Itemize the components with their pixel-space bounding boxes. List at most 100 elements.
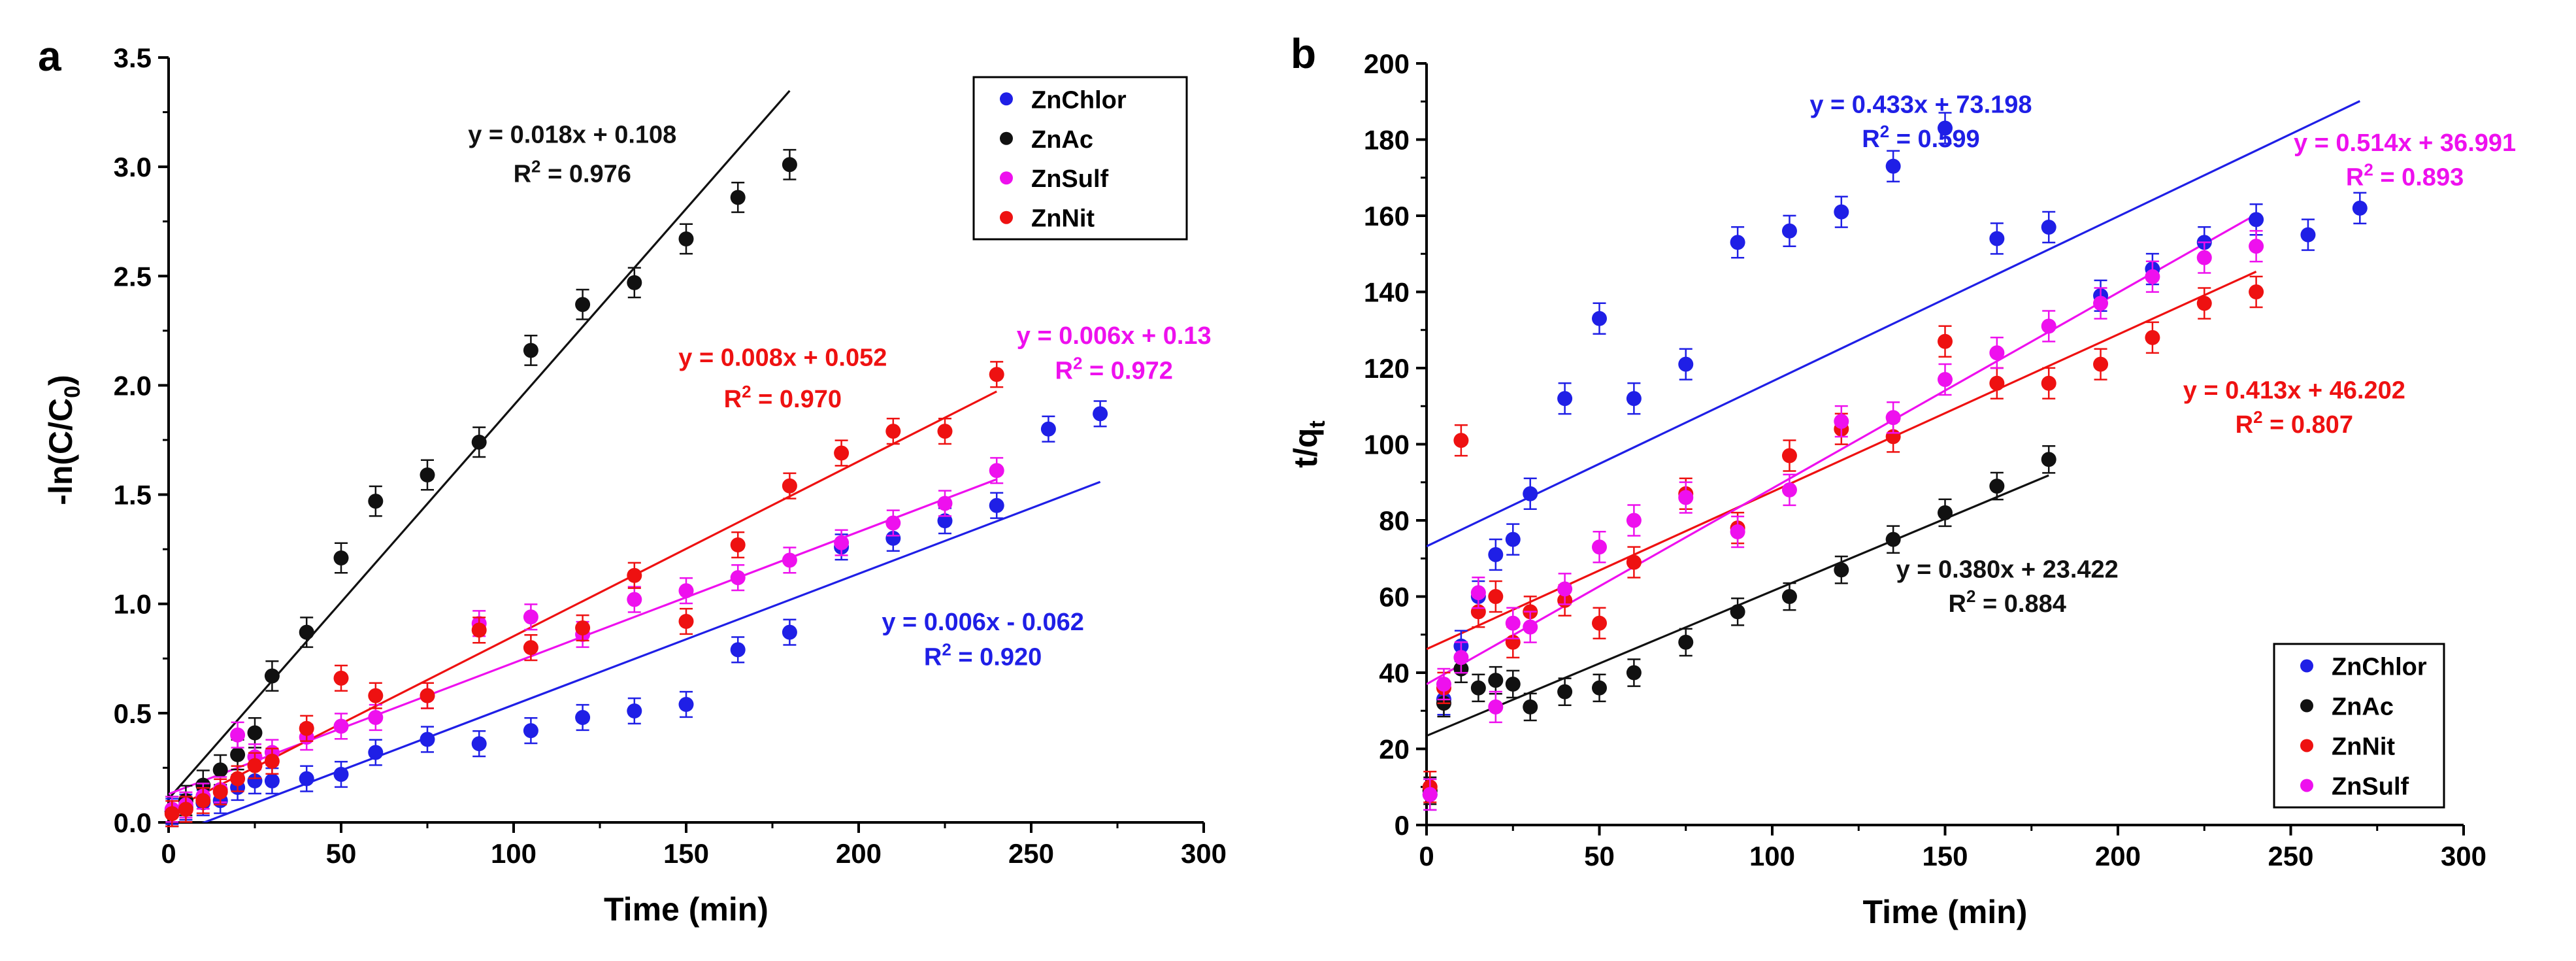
data-point [1040,421,1056,437]
fit-equation-znchlor: y = 0.433x + 73.198 [1809,92,2032,119]
legend-label-znsulf: ZnSulf [1031,165,1109,193]
y-tick-label: 160 [1364,201,1410,231]
data-point [1938,333,1953,349]
data-point [1834,204,1849,220]
data-point [2093,356,2109,372]
fit-equation-znnit: y = 0.413x + 46.202 [2183,377,2405,405]
y-tick-label: 140 [1364,277,1410,308]
data-point [1505,615,1521,631]
series-znac [164,148,797,828]
fit-line-znchlor [201,480,1101,822]
data-point [885,530,901,546]
y-tick-label: 20 [1379,734,1410,765]
legend-marker-znnit [1000,211,1013,224]
data-point [1557,581,1573,597]
data-point [678,613,694,629]
data-point [164,806,180,822]
x-tick-label: 100 [1749,841,1795,871]
data-point [1938,505,1953,520]
data-point [247,773,263,788]
x-tick-label: 50 [326,838,357,869]
data-point [1834,414,1849,430]
y-tick-label: 40 [1379,658,1410,688]
fit-line-znsulf [1427,213,2257,685]
data-point [2249,284,2264,299]
data-point [885,424,901,439]
data-point [1730,235,1745,250]
legend-label-znnit: ZnNit [1031,205,1095,233]
legend-label-znchlor: ZnChlor [2332,654,2427,681]
y-tick-label: 120 [1364,353,1410,384]
data-point [1885,410,1901,426]
data-point [1885,158,1901,174]
x-tick-label: 0 [1419,841,1434,871]
data-point [1781,448,1797,464]
legend-marker-znac [2300,699,2313,713]
data-point [1730,604,1745,620]
y-axis-title-main: -ln(C/C [42,398,79,505]
data-point [333,766,349,782]
data-point [264,753,280,769]
data-point [212,784,228,800]
y-tick-label: 1.5 [114,480,152,511]
legend-marker-znnit [2300,739,2313,752]
data-point [678,696,694,712]
data-point [989,463,1004,479]
data-point [1885,531,1901,547]
fit-equation-znac: y = 0.018x + 0.108 [468,121,676,148]
series-znsulf [1422,229,2264,811]
r-squared-znchlor: R2 = 0.599 [1862,122,1979,153]
x-tick-label: 200 [836,838,882,869]
data-point [2249,239,2264,254]
data-point [2093,295,2109,311]
data-point [471,736,487,752]
data-point [1592,680,1607,696]
data-point [678,583,694,599]
r-squared-znchlor: R2 = 0.920 [924,639,1042,671]
data-point [523,723,538,739]
data-point [1626,391,1642,407]
legend-label-znnit: ZnNit [2332,733,2395,760]
data-point [1989,479,2005,494]
data-point [730,537,746,552]
fit-equation-znsulf: y = 0.006x + 0.13 [1017,322,1212,350]
data-point [730,642,746,658]
data-point [1488,673,1504,688]
data-point [1989,375,2005,391]
data-point [420,732,435,747]
data-point [471,434,487,450]
data-point [575,620,591,635]
r-squared-znac: R2 = 0.884 [1949,586,2066,618]
x-tick-label: 150 [663,838,709,869]
y-tick-label: 180 [1364,125,1410,156]
data-point [1781,223,1797,239]
data-point [333,718,349,734]
y-tick-label: 2.0 [114,370,152,401]
y-axis-title-main: t/q [1287,428,1324,468]
y-tick-label: 1.0 [114,589,152,620]
data-point [471,622,487,638]
data-point [1505,676,1521,692]
data-point [782,478,797,494]
data-point [989,367,1004,382]
data-point [2145,269,2160,284]
legend: ZnChlor ZnAc ZnSulf ZnNit [972,76,1188,241]
y-axis-title-close: ) [42,375,79,386]
y-axis-title: -ln(C/C0) [42,375,85,505]
data-point [834,445,850,461]
fit-line-znnit [169,390,997,813]
series-znnit [1422,275,2264,803]
data-point [1093,406,1108,422]
data-point [2196,250,2212,265]
data-point [299,771,314,786]
y-tick-label: 0.5 [114,698,152,729]
x-tick-label: 100 [491,838,537,869]
y-tick-label: 3.0 [114,152,152,182]
y-tick-label: 60 [1379,582,1410,613]
r-squared-znac: R2 = 0.976 [514,157,631,188]
data-point [230,747,246,762]
x-tick-label: 150 [1922,841,1968,871]
data-point [247,725,263,741]
data-point [1436,676,1451,692]
data-point [1938,371,1953,387]
